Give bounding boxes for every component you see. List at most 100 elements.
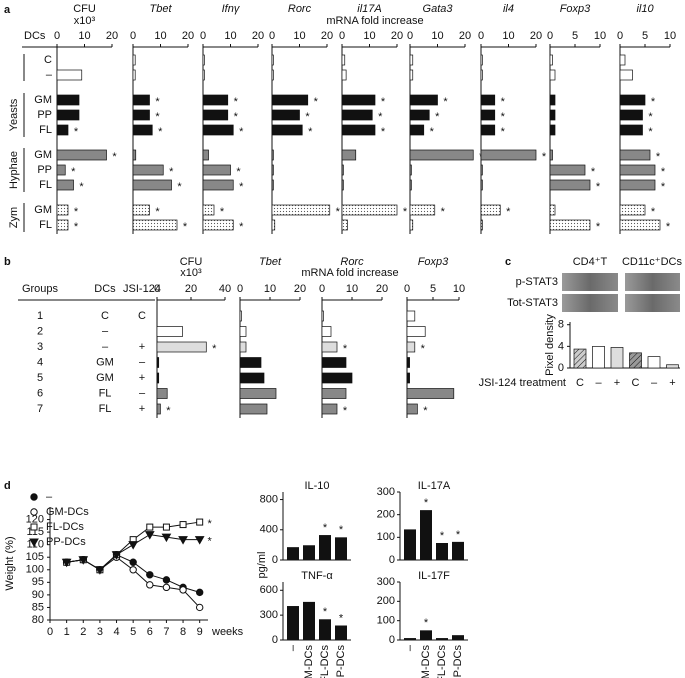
significance-mark: * bbox=[314, 96, 319, 108]
table-cell: 6 bbox=[37, 387, 43, 399]
bar bbox=[156, 341, 207, 353]
x-tick-label: 0 bbox=[269, 30, 275, 42]
bar bbox=[271, 149, 274, 161]
x-tick-label: 6 bbox=[147, 626, 153, 638]
bar bbox=[341, 179, 344, 191]
bar bbox=[156, 326, 183, 337]
bar bbox=[619, 179, 656, 191]
point bbox=[129, 566, 137, 574]
significance-mark: * bbox=[339, 612, 344, 624]
x-axis-title: mRNA fold increase bbox=[301, 267, 398, 279]
point bbox=[178, 536, 188, 545]
bar bbox=[549, 109, 556, 121]
bar bbox=[319, 619, 331, 640]
bar bbox=[409, 124, 425, 136]
significance-mark: * bbox=[239, 181, 244, 193]
significance-mark: * bbox=[424, 617, 429, 629]
bar bbox=[202, 204, 215, 216]
bar bbox=[239, 310, 242, 322]
x-tick-label: + bbox=[614, 377, 620, 389]
bar bbox=[202, 54, 205, 66]
point bbox=[194, 536, 205, 545]
significance-mark: * bbox=[74, 126, 79, 138]
y-tick-label: 105 bbox=[26, 551, 44, 563]
significance-mark: * bbox=[305, 111, 310, 123]
significance-mark: * bbox=[166, 405, 171, 417]
group-label: Yeasts bbox=[8, 98, 20, 131]
bar bbox=[202, 124, 234, 136]
bar bbox=[404, 638, 416, 640]
x-tick-label: 0 bbox=[47, 626, 53, 638]
significance-mark: * bbox=[441, 206, 446, 218]
panel-title: il17A bbox=[357, 3, 381, 15]
bar bbox=[409, 219, 414, 231]
western-blot bbox=[562, 273, 680, 312]
y-tick-label: 120 bbox=[26, 513, 44, 525]
x-tick-label: – bbox=[404, 644, 416, 651]
table-cell: 7 bbox=[37, 403, 43, 415]
bar bbox=[480, 164, 483, 176]
point bbox=[195, 603, 204, 612]
bar bbox=[132, 164, 164, 176]
bar bbox=[303, 545, 315, 560]
bar bbox=[629, 352, 642, 369]
significance-mark: * bbox=[177, 181, 182, 193]
x-tick-label: 10 bbox=[664, 30, 676, 42]
panel-title: il10 bbox=[636, 3, 654, 15]
significance-mark: * bbox=[651, 96, 656, 108]
bar bbox=[549, 124, 556, 136]
x-tick-label: 20 bbox=[321, 30, 333, 42]
x-tick-label: – bbox=[651, 377, 658, 389]
legend-label: GM-DCs bbox=[46, 506, 89, 518]
bar bbox=[480, 204, 501, 216]
bar bbox=[480, 94, 496, 106]
row-label: PP bbox=[37, 164, 52, 176]
x-tick-label: 0 bbox=[54, 30, 60, 42]
bar bbox=[549, 164, 586, 176]
x-tick-label: 10 bbox=[293, 30, 305, 42]
bar bbox=[202, 149, 209, 161]
y-tick-label: 80 bbox=[32, 614, 44, 626]
significance-mark: * bbox=[79, 181, 84, 193]
blot-band bbox=[562, 273, 618, 291]
y-tick-label: 0 bbox=[272, 554, 278, 566]
significance-mark: * bbox=[308, 126, 313, 138]
bar bbox=[409, 109, 430, 121]
point bbox=[195, 588, 204, 597]
bar bbox=[549, 179, 591, 191]
point bbox=[196, 518, 204, 526]
bar bbox=[406, 388, 455, 399]
x-tick-label: 7 bbox=[163, 626, 169, 638]
bar bbox=[156, 357, 160, 368]
table-cell: C bbox=[101, 310, 109, 322]
y-tick-label: 0 bbox=[389, 634, 395, 646]
significance-mark: * bbox=[339, 524, 344, 536]
point bbox=[179, 521, 187, 529]
bar bbox=[132, 179, 172, 191]
x-tick-label: 0 bbox=[339, 30, 345, 42]
bar bbox=[321, 310, 324, 322]
bar bbox=[132, 54, 136, 66]
x-tick-label: PP-DCs bbox=[452, 645, 464, 678]
panel-title: IL-17A bbox=[418, 480, 451, 492]
bar bbox=[619, 69, 633, 81]
bar bbox=[619, 219, 661, 231]
bar bbox=[239, 403, 268, 415]
x-tick-label: 10 bbox=[453, 283, 465, 295]
significance-mark: * bbox=[501, 111, 506, 123]
bar bbox=[156, 372, 160, 384]
point bbox=[179, 586, 187, 594]
bar bbox=[56, 109, 80, 121]
legend-label: FL-DCs bbox=[46, 521, 84, 533]
point bbox=[61, 558, 72, 568]
bar bbox=[271, 204, 331, 216]
significance-mark: * bbox=[456, 529, 461, 541]
panel-subtitle: x10³ bbox=[180, 267, 202, 279]
x-tick-label: – bbox=[287, 644, 299, 651]
x-tick-label: 3 bbox=[97, 626, 103, 638]
significance-mark: * bbox=[501, 126, 506, 138]
bar bbox=[406, 403, 418, 415]
table-cell: – bbox=[139, 387, 146, 399]
bar bbox=[202, 94, 229, 106]
